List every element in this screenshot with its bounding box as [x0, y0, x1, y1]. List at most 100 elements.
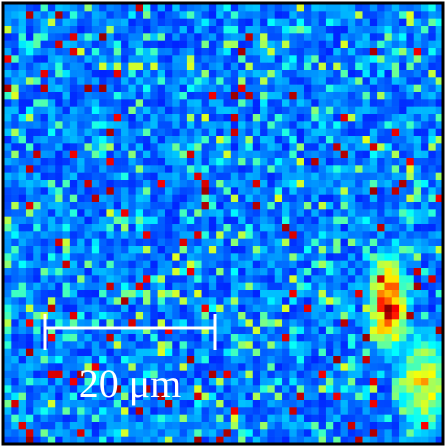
pixel [333, 429, 341, 437]
pixel [113, 319, 122, 327]
pixel [223, 246, 232, 254]
pixel [428, 128, 436, 137]
pixel [194, 341, 202, 349]
pixel [347, 136, 356, 144]
pixel [201, 99, 210, 107]
pixel [384, 62, 393, 71]
pixel [121, 84, 129, 93]
pixel [157, 70, 166, 78]
pixel [91, 385, 100, 393]
pixel [194, 414, 202, 423]
pixel [33, 18, 41, 27]
pixel [157, 172, 166, 181]
pixel [223, 312, 232, 320]
pixel [216, 436, 224, 445]
pixel [121, 334, 129, 342]
pixel [355, 326, 363, 335]
pixel [413, 253, 422, 261]
pixel [179, 282, 188, 291]
pixel [172, 40, 180, 49]
pixel [216, 77, 224, 85]
pixel [55, 356, 63, 364]
pixel [340, 18, 349, 27]
pixel [245, 92, 254, 100]
pixel [340, 238, 349, 247]
pixel [18, 268, 27, 276]
pixel [238, 224, 246, 232]
pixel [201, 114, 210, 122]
pixel [362, 290, 371, 298]
pixel [384, 378, 393, 386]
pixel [164, 55, 173, 63]
pixel [25, 187, 34, 195]
pixel [377, 48, 385, 56]
pixel [62, 231, 71, 239]
pixel [186, 84, 195, 93]
pixel [62, 92, 71, 100]
pixel [216, 48, 224, 56]
pixel [62, 348, 71, 357]
pixel [362, 224, 371, 232]
pixel [25, 150, 34, 159]
pixel [84, 253, 93, 261]
pixel [282, 363, 290, 371]
pixel [25, 114, 34, 122]
pixel [296, 92, 305, 100]
pixel [194, 55, 202, 63]
pixel [260, 392, 268, 401]
pixel [303, 238, 312, 247]
pixel [84, 414, 93, 423]
pixel [333, 202, 341, 210]
pixel [399, 11, 407, 19]
pixel [121, 246, 129, 254]
pixel [362, 304, 371, 313]
pixel [11, 84, 19, 93]
pixel [164, 158, 173, 166]
pixel [47, 334, 56, 342]
pixel [77, 4, 85, 12]
pixel [40, 77, 49, 85]
pixel [369, 55, 378, 63]
pixel [106, 238, 115, 247]
pixel [260, 40, 268, 49]
pixel [362, 253, 371, 261]
pixel [377, 414, 385, 423]
pixel [55, 378, 63, 386]
pixel [62, 246, 71, 254]
pixel [413, 429, 422, 437]
pixel [18, 326, 27, 335]
pixel [186, 62, 195, 71]
pixel [252, 400, 261, 408]
pixel [435, 414, 444, 423]
pixel [369, 312, 378, 320]
pixel [194, 180, 202, 188]
pixel [164, 209, 173, 217]
pixel [260, 312, 268, 320]
pixel [47, 268, 56, 276]
pixel [4, 165, 12, 173]
pixel [355, 172, 363, 181]
pixel [25, 165, 34, 173]
pixel [143, 356, 151, 364]
pixel [18, 121, 27, 129]
pixel [121, 48, 129, 56]
pixel [47, 224, 56, 232]
pixel [77, 143, 85, 151]
pixel [325, 165, 334, 173]
pixel [377, 231, 385, 239]
pixel [340, 202, 349, 210]
pixel [282, 414, 290, 423]
pixel [289, 62, 297, 71]
pixel [186, 312, 195, 320]
pixel [384, 128, 393, 137]
pixel [428, 231, 436, 239]
pixel [18, 378, 27, 386]
pixel [245, 128, 254, 137]
pixel [143, 282, 151, 291]
pixel [347, 11, 356, 19]
pixel [230, 231, 239, 239]
pixel [252, 216, 261, 225]
pixel [289, 356, 297, 364]
pixel [377, 55, 385, 63]
pixel [113, 400, 122, 408]
